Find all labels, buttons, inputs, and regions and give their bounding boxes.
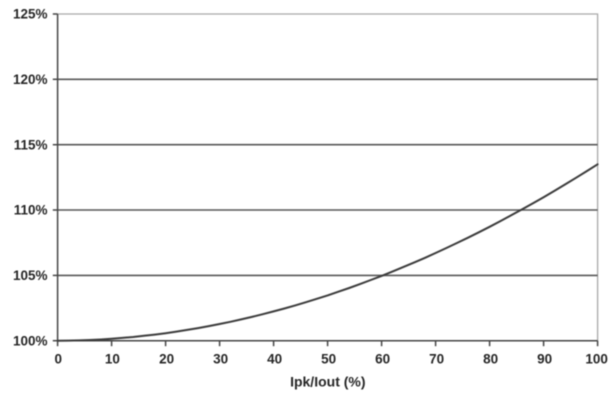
svg-text:60: 60 — [375, 352, 390, 367]
svg-text:125%: 125% — [13, 7, 48, 22]
svg-text:10: 10 — [105, 352, 120, 367]
svg-text:0: 0 — [55, 352, 63, 367]
svg-text:80: 80 — [483, 352, 498, 367]
svg-text:110%: 110% — [14, 203, 48, 218]
svg-text:Ipk/Iout (%): Ipk/Iout (%) — [290, 374, 365, 390]
svg-text:70: 70 — [429, 352, 444, 367]
svg-text:50: 50 — [321, 352, 336, 367]
svg-text:115%: 115% — [14, 137, 48, 152]
svg-text:40: 40 — [267, 352, 282, 367]
svg-text:30: 30 — [213, 352, 228, 367]
svg-text:90: 90 — [537, 352, 552, 367]
svg-text:100: 100 — [585, 352, 608, 367]
svg-text:120%: 120% — [13, 72, 48, 87]
svg-text:20: 20 — [159, 352, 174, 367]
svg-text:100%: 100% — [13, 333, 48, 348]
svg-text:105%: 105% — [13, 268, 48, 283]
